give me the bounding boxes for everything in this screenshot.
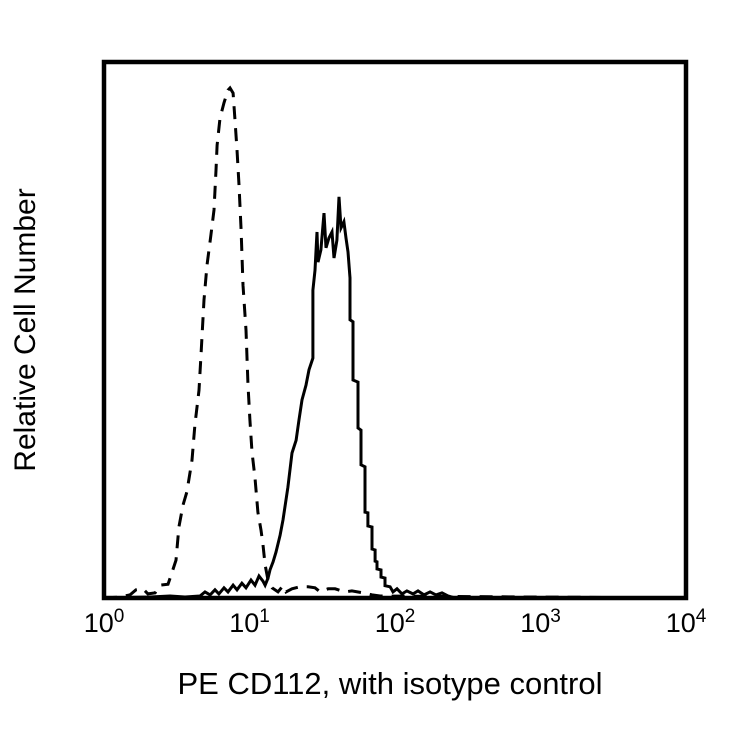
pe-cd112-curve bbox=[103, 196, 686, 600]
x-tick-label-10e4: 104 bbox=[665, 606, 707, 638]
x-tick-label-10e3: 103 bbox=[520, 606, 561, 638]
x-tick-label-10e0: 100 bbox=[83, 606, 125, 638]
plot-border bbox=[101, 59, 689, 601]
x-tick-label-10e1: 101 bbox=[229, 606, 270, 638]
isotype-control-curve bbox=[103, 85, 687, 600]
x-axis-ticks: 100 101 102 103 104 bbox=[0, 606, 750, 652]
histogram-curves bbox=[103, 85, 687, 600]
x-axis-label: PE CD112, with isotype control bbox=[177, 666, 603, 701]
x-tick-label-10e2: 102 bbox=[374, 606, 416, 638]
y-axis-label: Relative Cell Number bbox=[9, 188, 42, 472]
